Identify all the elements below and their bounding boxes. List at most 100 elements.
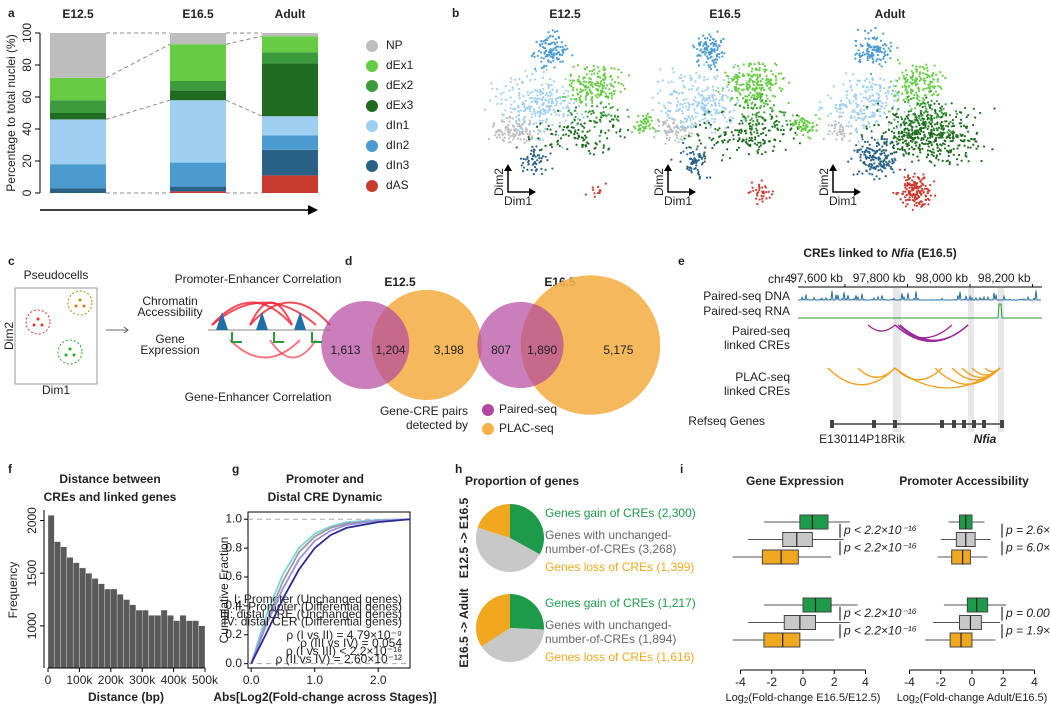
cell-point <box>605 106 607 108</box>
cell-point <box>515 119 517 121</box>
cell-point <box>532 158 534 160</box>
cell-point <box>919 105 921 107</box>
cell-point <box>513 136 515 138</box>
cell-point <box>931 136 933 138</box>
cell-point <box>963 139 965 141</box>
cell-point <box>577 122 579 124</box>
cell-point <box>927 84 929 86</box>
box <box>952 550 971 564</box>
cell-point <box>708 111 710 113</box>
cell-point <box>874 151 876 153</box>
cell-point <box>763 89 765 91</box>
cell-point <box>585 145 587 147</box>
cell-point <box>585 193 587 195</box>
cell-point <box>690 127 692 129</box>
cell-point <box>911 186 913 188</box>
cell-point <box>680 126 682 128</box>
cell-point <box>768 140 770 142</box>
cell-point <box>903 99 905 101</box>
box <box>762 550 798 564</box>
cell-point <box>809 137 811 139</box>
cell-point <box>834 125 836 127</box>
cell-point <box>607 148 609 150</box>
cell-point <box>707 102 709 104</box>
cell-point <box>501 113 503 115</box>
cell-point <box>912 122 914 124</box>
cell-point <box>542 113 544 115</box>
cell-point <box>738 137 740 139</box>
cell-point <box>896 47 898 49</box>
cell-point <box>780 129 782 131</box>
cell-point <box>542 77 544 79</box>
cell-point <box>513 129 515 131</box>
chart-title: Distance between <box>59 472 160 486</box>
cell-point <box>881 146 883 148</box>
cell-point <box>938 133 940 135</box>
cell-point <box>793 137 795 139</box>
pie-slice <box>510 594 544 630</box>
link-arc <box>868 325 895 331</box>
cell-point <box>796 134 798 136</box>
cell-point <box>948 134 950 136</box>
cell-point <box>914 181 916 183</box>
cell-point <box>876 37 878 39</box>
cell-point <box>563 126 565 128</box>
cell-point <box>905 87 907 89</box>
cell-point <box>900 116 902 118</box>
cell-point <box>711 118 713 120</box>
cell-point <box>740 120 742 122</box>
cell-point <box>495 132 497 134</box>
cell-point <box>765 191 767 193</box>
cell-point <box>876 50 878 52</box>
legend-label: dEx2 <box>386 78 414 92</box>
cell-point <box>578 80 580 82</box>
cell-point <box>613 86 615 88</box>
cell-point <box>565 78 567 80</box>
cell-point <box>671 93 673 95</box>
bar-segment <box>170 163 226 187</box>
cell-point <box>737 140 739 142</box>
cell-point <box>882 32 884 34</box>
cell-point <box>801 128 803 130</box>
cell-point <box>603 147 605 149</box>
cell-point <box>550 143 552 145</box>
cell-point <box>548 51 550 53</box>
cell-point <box>755 198 757 200</box>
cell-point <box>731 90 733 92</box>
cell-point <box>573 80 575 82</box>
cell-point <box>702 35 704 37</box>
cell-point <box>658 102 660 104</box>
cell-point <box>627 116 629 118</box>
cell-point <box>846 94 848 96</box>
cell-point <box>933 65 935 67</box>
cell-dot <box>83 305 86 308</box>
cell-point <box>574 116 576 118</box>
cell-point <box>940 109 942 111</box>
cell-point <box>707 57 709 59</box>
cell-point <box>703 76 705 78</box>
cell-point <box>888 124 890 126</box>
cell-point <box>536 97 538 99</box>
bar-segment <box>170 100 226 162</box>
cell-point <box>713 59 715 61</box>
cell-point <box>708 66 710 68</box>
cell-point <box>900 198 902 200</box>
cell-point <box>938 103 940 105</box>
cell-point <box>696 160 698 162</box>
cell-point <box>501 138 503 140</box>
cell-point <box>512 117 514 119</box>
cell-point <box>684 86 686 88</box>
cell-point <box>905 205 907 207</box>
cell-point <box>614 115 616 117</box>
cell-point <box>542 104 544 106</box>
cell-point <box>911 161 913 163</box>
cell-point <box>699 55 701 57</box>
cell-point <box>593 112 595 114</box>
cell-point <box>624 88 626 90</box>
cell-point <box>905 140 907 142</box>
cell-point <box>818 109 820 111</box>
cell-point <box>937 144 939 146</box>
cell-point <box>585 98 587 100</box>
cell-point <box>758 189 760 191</box>
cell-point <box>836 132 838 134</box>
